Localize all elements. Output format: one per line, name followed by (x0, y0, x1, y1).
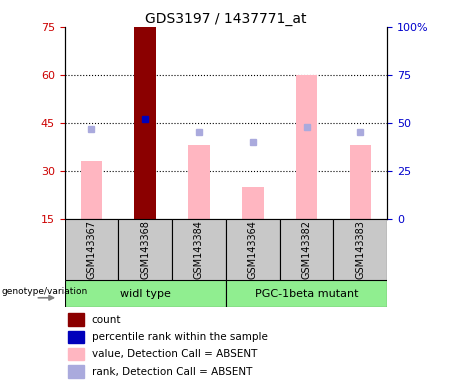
Bar (349, 145, 371, 219)
Text: GSM143364: GSM143364 (248, 220, 258, 279)
Text: count: count (92, 314, 121, 325)
Bar (188, 145, 210, 219)
Text: widl type: widl type (120, 289, 171, 299)
Text: GSM143367: GSM143367 (86, 220, 96, 279)
Bar (65, 219, 118, 280)
Bar (242, 187, 264, 219)
Bar (226, 219, 280, 280)
Text: GSM143382: GSM143382 (301, 220, 312, 279)
Text: genotype/variation: genotype/variation (1, 286, 88, 296)
Bar (172, 219, 226, 280)
Text: GSM143384: GSM143384 (194, 220, 204, 279)
Text: rank, Detection Call = ABSENT: rank, Detection Call = ABSENT (92, 366, 252, 377)
Text: PGC-1beta mutant: PGC-1beta mutant (255, 289, 358, 299)
Text: GSM143383: GSM143383 (355, 220, 366, 279)
Bar (68, 331, 84, 343)
Bar (226, 280, 387, 307)
Title: GDS3197 / 1437771_at: GDS3197 / 1437771_at (145, 12, 307, 26)
Bar (65, 280, 226, 307)
Text: value, Detection Call = ABSENT: value, Detection Call = ABSENT (92, 349, 257, 359)
Bar (280, 219, 333, 280)
Bar (118, 219, 172, 280)
Bar (135, 27, 156, 219)
Text: GSM143368: GSM143368 (140, 220, 150, 279)
Bar (333, 219, 387, 280)
Bar (68, 313, 84, 326)
Bar (296, 75, 317, 219)
Text: percentile rank within the sample: percentile rank within the sample (92, 332, 267, 342)
Bar (81, 161, 102, 219)
Bar (68, 348, 84, 361)
Bar (68, 365, 84, 378)
